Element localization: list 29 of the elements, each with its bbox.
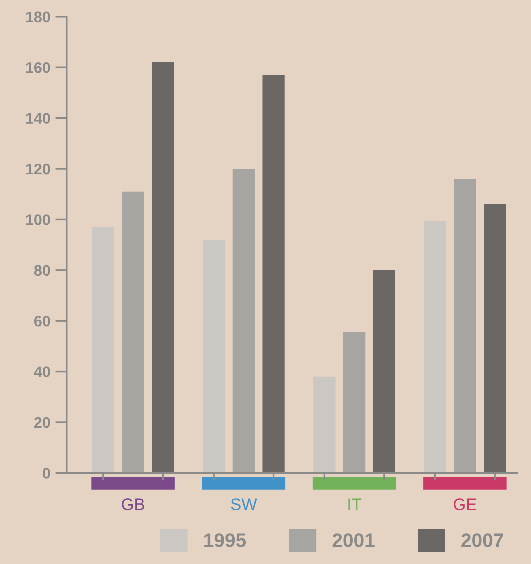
bar <box>152 62 174 474</box>
bar <box>484 204 506 474</box>
y-tick-label: 180 <box>26 12 50 23</box>
y-tick-label: 100 <box>26 214 50 226</box>
x-tick-label: GE <box>454 498 477 510</box>
x-tick-label: SW <box>231 498 258 510</box>
y-tick-label: 40 <box>34 366 50 378</box>
bar <box>262 75 285 474</box>
bar <box>202 240 226 474</box>
y-tick-label: 160 <box>26 62 50 74</box>
bar <box>343 332 366 474</box>
y-tick-label: 60 <box>34 316 50 327</box>
bar <box>454 179 476 474</box>
y-tick-label: 120 <box>26 164 50 175</box>
bar <box>122 192 144 474</box>
y-tick-label: 20 <box>34 417 50 428</box>
x-tick-label: GB <box>122 498 144 510</box>
x-tick-label: IT <box>348 498 362 510</box>
bar <box>314 376 336 474</box>
legend-label: 1995 <box>204 534 246 548</box>
bar <box>424 220 446 474</box>
bar <box>92 227 114 474</box>
y-tick-label: 0 <box>43 468 50 479</box>
bar <box>232 169 255 474</box>
y-tick-label: 80 <box>34 265 50 276</box>
legend-label: 2007 <box>462 534 504 548</box>
legend-label: 2001 <box>332 534 375 548</box>
bar <box>373 270 396 474</box>
y-tick-label: 140 <box>26 113 50 124</box>
